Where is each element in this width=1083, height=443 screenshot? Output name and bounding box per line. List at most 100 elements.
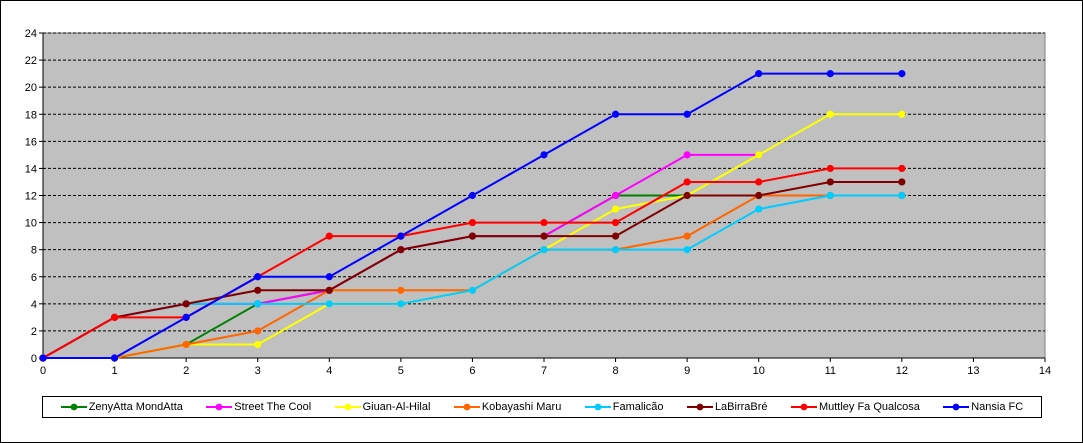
data-point-famalic-o — [898, 191, 906, 200]
x-tick-label: 10 — [753, 365, 765, 377]
data-point-street-the-cool — [611, 191, 620, 200]
data-point-famalic-o — [611, 246, 620, 254]
legend-item: Street The Cool — [206, 401, 311, 413]
data-point-muttley-fa-qualcosa — [540, 218, 548, 227]
data-point-nansia-fc — [826, 70, 834, 78]
legend-swatch — [60, 403, 87, 411]
series-group — [39, 70, 906, 362]
data-point-nansia-fc — [611, 110, 620, 118]
data-point-giuan-al-hilal — [611, 205, 620, 213]
y-tick-label: 0 — [31, 353, 37, 365]
data-point-labirrabr — [182, 300, 190, 308]
x-tick-label: 8 — [613, 365, 619, 377]
y-tick-label: 20 — [25, 82, 37, 94]
data-point-nansia-fc — [397, 232, 405, 240]
data-point-nansia-fc — [325, 273, 333, 281]
data-point-labirrabr — [683, 191, 691, 200]
legend-item: Giuan-Al-Hilal — [334, 401, 431, 413]
data-point-nansia-fc — [683, 110, 691, 118]
legend-label: Nansia FC — [971, 401, 1024, 413]
data-point-muttley-fa-qualcosa — [826, 164, 834, 173]
data-point-kobayashi-maru — [254, 327, 262, 335]
data-point-muttley-fa-qualcosa — [755, 178, 763, 186]
legend-label: Giuan-Al-Hilal — [362, 401, 431, 413]
data-point-street-the-cool — [683, 151, 691, 159]
data-point-famalic-o — [540, 246, 548, 254]
data-point-giuan-al-hilal — [826, 110, 834, 118]
data-point-labirrabr — [397, 246, 405, 254]
x-tick-label: 0 — [40, 365, 46, 377]
legend-label: Famalicão — [612, 401, 664, 413]
data-point-kobayashi-maru — [397, 286, 405, 294]
data-point-labirrabr — [755, 191, 763, 200]
legend-swatch — [943, 403, 970, 411]
data-point-labirrabr — [325, 286, 333, 294]
x-tick-label: 5 — [398, 365, 404, 377]
y-tick-label: 4 — [31, 299, 37, 311]
y-tick-label: 10 — [25, 218, 37, 230]
data-point-muttley-fa-qualcosa — [683, 178, 691, 186]
y-tick-label: 14 — [25, 163, 37, 175]
data-point-nansia-fc — [110, 354, 119, 362]
legend-label: Muttley Fa Qualcosa — [818, 401, 920, 413]
x-tick-label: 6 — [469, 365, 475, 377]
data-point-muttley-fa-qualcosa — [110, 313, 119, 321]
x-tick-label: 7 — [541, 365, 547, 377]
legend-label: ZenyAtta MondAtta — [88, 401, 183, 413]
y-tick-label: 24 — [25, 28, 37, 40]
data-point-labirrabr — [611, 232, 620, 240]
legend-item: LaBirraBré — [686, 401, 768, 413]
data-point-nansia-fc — [898, 70, 906, 78]
y-tick-label: 8 — [31, 245, 37, 257]
series-nansia-fc — [39, 70, 906, 362]
data-point-nansia-fc — [540, 151, 548, 159]
data-point-famalic-o — [468, 286, 477, 294]
data-point-famalic-o — [325, 300, 333, 308]
legend-label: Kobayashi Maru — [481, 401, 562, 413]
legend-label: LaBirraBré — [714, 401, 768, 413]
data-point-labirrabr — [540, 232, 548, 240]
data-point-giuan-al-hilal — [254, 340, 262, 349]
data-point-giuan-al-hilal — [755, 151, 763, 159]
data-point-famalic-o — [397, 300, 405, 308]
x-axis-ticks: 0 1 2 3 4 5 6 7 8 9 10 11 12 13 14 — [40, 358, 1051, 377]
data-point-nansia-fc — [755, 70, 763, 78]
data-point-muttley-fa-qualcosa — [898, 164, 906, 173]
legend-swatch — [453, 403, 480, 411]
x-tick-label: 14 — [1039, 365, 1051, 377]
legend-item: Nansia FC — [943, 401, 1023, 413]
legend-item: Kobayashi Maru — [453, 401, 562, 413]
data-point-muttley-fa-qualcosa — [468, 218, 477, 227]
x-tick-label: 12 — [896, 365, 908, 377]
legend-item: ZenyAtta MondAtta — [60, 401, 183, 413]
legend-swatch — [584, 403, 611, 411]
x-tick-label: 3 — [255, 365, 261, 377]
data-point-labirrabr — [468, 232, 477, 240]
data-point-kobayashi-maru — [683, 232, 691, 240]
data-point-famalic-o — [254, 300, 262, 308]
x-tick-label: 4 — [326, 365, 332, 377]
y-tick-label: 18 — [25, 109, 37, 121]
x-tick-label: 1 — [112, 365, 118, 377]
legend-swatch — [334, 403, 361, 411]
y-tick-label: 6 — [31, 272, 37, 284]
data-point-labirrabr — [898, 178, 906, 186]
legend-swatch — [206, 403, 233, 411]
legend: ZenyAtta MondAtta Street The Cool Giuan-Al… — [42, 396, 1042, 418]
data-point-labirrabr — [826, 178, 834, 186]
data-point-nansia-fc — [468, 191, 477, 200]
legend-item: Famalicão — [584, 401, 664, 413]
x-tick-label: 13 — [967, 365, 979, 377]
y-tick-label: 22 — [25, 55, 37, 67]
data-point-giuan-al-hilal — [898, 110, 906, 118]
legend-item: Muttley Fa Qualcosa — [790, 401, 920, 413]
y-tick-label: 12 — [25, 191, 37, 203]
legend-swatch — [790, 403, 817, 411]
legend-swatch — [686, 403, 713, 411]
data-point-famalic-o — [755, 205, 763, 213]
data-point-famalic-o — [683, 246, 691, 254]
x-tick-label: 2 — [183, 365, 189, 377]
data-point-nansia-fc — [39, 354, 47, 362]
